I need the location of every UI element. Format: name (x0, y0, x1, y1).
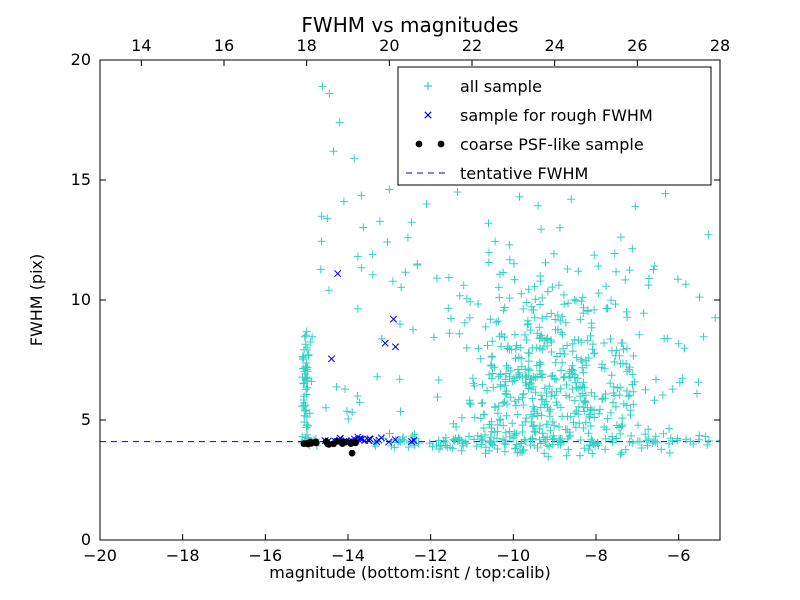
data-point-dot (347, 439, 355, 447)
plot-content: −20 −18 −16 −14 −12 −10 −8 −6 14 16 18 20 22 24 26 28 0 5… (71, 36, 731, 565)
series-coarse-PSF-like-sample (300, 437, 359, 457)
x-tick-label: −16 (248, 546, 282, 565)
legend-plus-marker (424, 82, 432, 90)
x-axis-label: magnitude (bottom:isnt / top:calib) (269, 563, 550, 582)
data-point-markers (297, 82, 720, 461)
y-tick-label: 5 (81, 410, 91, 429)
top-tick-label: 26 (627, 36, 647, 55)
data-point-markers (321, 270, 418, 446)
legend-box (397, 66, 712, 186)
legend-label: tentative FWHM (460, 164, 588, 183)
legend-label: coarse PSF-like sample (460, 135, 644, 154)
x-tick-label: −18 (166, 546, 200, 565)
data-point-dot (325, 440, 333, 448)
legend: all sample sample for rough FWHM coarse PS… (397, 66, 712, 186)
top-tick-label: 24 (544, 36, 564, 55)
top-tick-label: 20 (379, 36, 399, 55)
x-tick-label: −14 (331, 546, 365, 565)
chart-title: FWHM vs magnitudes (301, 13, 518, 37)
y-tick-label: 10 (71, 290, 91, 309)
y-tick-label: 0 (81, 530, 91, 549)
y-tick-label: 15 (71, 170, 91, 189)
x-tick-label: −8 (584, 546, 608, 565)
plot-area (100, 82, 720, 461)
top-tick-label: 18 (296, 36, 316, 55)
data-point-dot (312, 439, 320, 447)
series-sample-for-rough-FWHM (321, 270, 418, 446)
data-point-dot (342, 438, 349, 446)
legend-label: all sample (460, 77, 542, 96)
legend-dot-marker (415, 140, 423, 148)
axis-ticks (99, 59, 721, 541)
x-tick-label: −12 (414, 546, 448, 565)
legend-label: sample for rough FWHM (460, 106, 653, 125)
x-tick-label: −20 (83, 546, 117, 565)
x-tick-label: −6 (667, 546, 691, 565)
top-tick-label: 14 (131, 36, 151, 55)
data-point-dot (307, 439, 315, 447)
data-point-dot (348, 449, 356, 457)
top-tick-label: 28 (710, 36, 730, 55)
top-tick-label: 16 (214, 36, 234, 55)
top-tick-label: 22 (462, 36, 482, 55)
y-axis-label: FWHM (pix) (27, 254, 46, 347)
series-all-sample (297, 82, 720, 461)
legend-dot-marker (437, 140, 445, 148)
axis-tick-labels: −20 −18 −16 −14 −12 −10 −8 −6 14 16 18 20 22 24 26 28 0 5… (71, 36, 731, 565)
legend-x-marker (424, 111, 432, 119)
data-point-dot (300, 440, 308, 447)
x-tick-label: −10 (496, 546, 530, 565)
y-tick-label: 20 (71, 50, 91, 69)
